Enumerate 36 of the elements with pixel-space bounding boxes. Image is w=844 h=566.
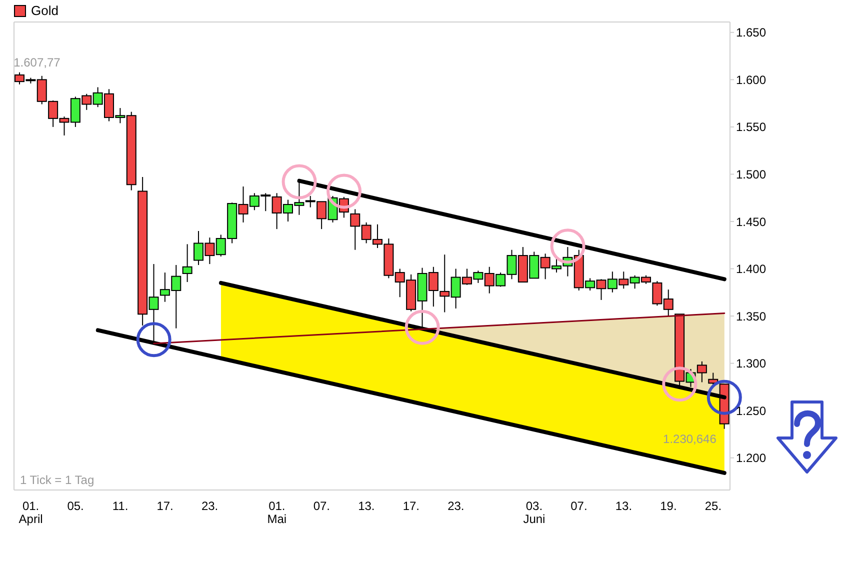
x-tick-label: 01. April <box>18 499 43 526</box>
x-tick-label: 03. Juni <box>523 499 546 526</box>
y-tick-label: 1.400 <box>736 262 766 276</box>
annotation: 1.607,77 <box>14 55 61 70</box>
y-tick-label: 1.350 <box>736 309 766 324</box>
x-tick-label: 23. <box>201 499 218 513</box>
x-tick-label: 23. <box>448 499 464 513</box>
y-tick-label: 1.550 <box>736 120 766 134</box>
x-tick-label: 17. <box>402 499 420 513</box>
annotation: 1 Tick = 1 Tag <box>20 473 94 487</box>
y-tick-label: 1.300 <box>736 356 766 371</box>
y-tick-label: 1.450 <box>736 214 766 229</box>
x-tick-label: 11. <box>112 499 128 513</box>
x-tick-label: 01. Mai <box>267 499 287 526</box>
x-tick-label: 07. <box>570 499 588 513</box>
annotation: 1.230,646 <box>663 432 717 446</box>
x-tick-label: 05. <box>67 499 84 513</box>
x-tick-label: 13. <box>358 499 375 513</box>
point <box>136 322 172 358</box>
point <box>550 228 586 264</box>
point <box>662 366 698 402</box>
candlestick <box>182 244 192 282</box>
x-tick-label: 07. <box>313 499 330 513</box>
point <box>326 174 362 209</box>
y-tick-label: 1.200 <box>736 451 766 466</box>
x-tick-label: 17. <box>156 499 174 513</box>
y-tick-label: 1.500 <box>736 167 766 182</box>
x-tick-label: 25. <box>704 499 722 513</box>
y-tick-label: 1.250 <box>736 404 766 418</box>
point <box>404 310 440 345</box>
y-tick-label: 1.650 <box>736 26 766 40</box>
y-tick-label: 1.600 <box>736 72 766 87</box>
x-tick-label: 13. <box>615 499 632 513</box>
x-tick-label: 19. <box>660 499 677 513</box>
point <box>282 164 317 200</box>
legend-label: Gold <box>30 3 58 18</box>
